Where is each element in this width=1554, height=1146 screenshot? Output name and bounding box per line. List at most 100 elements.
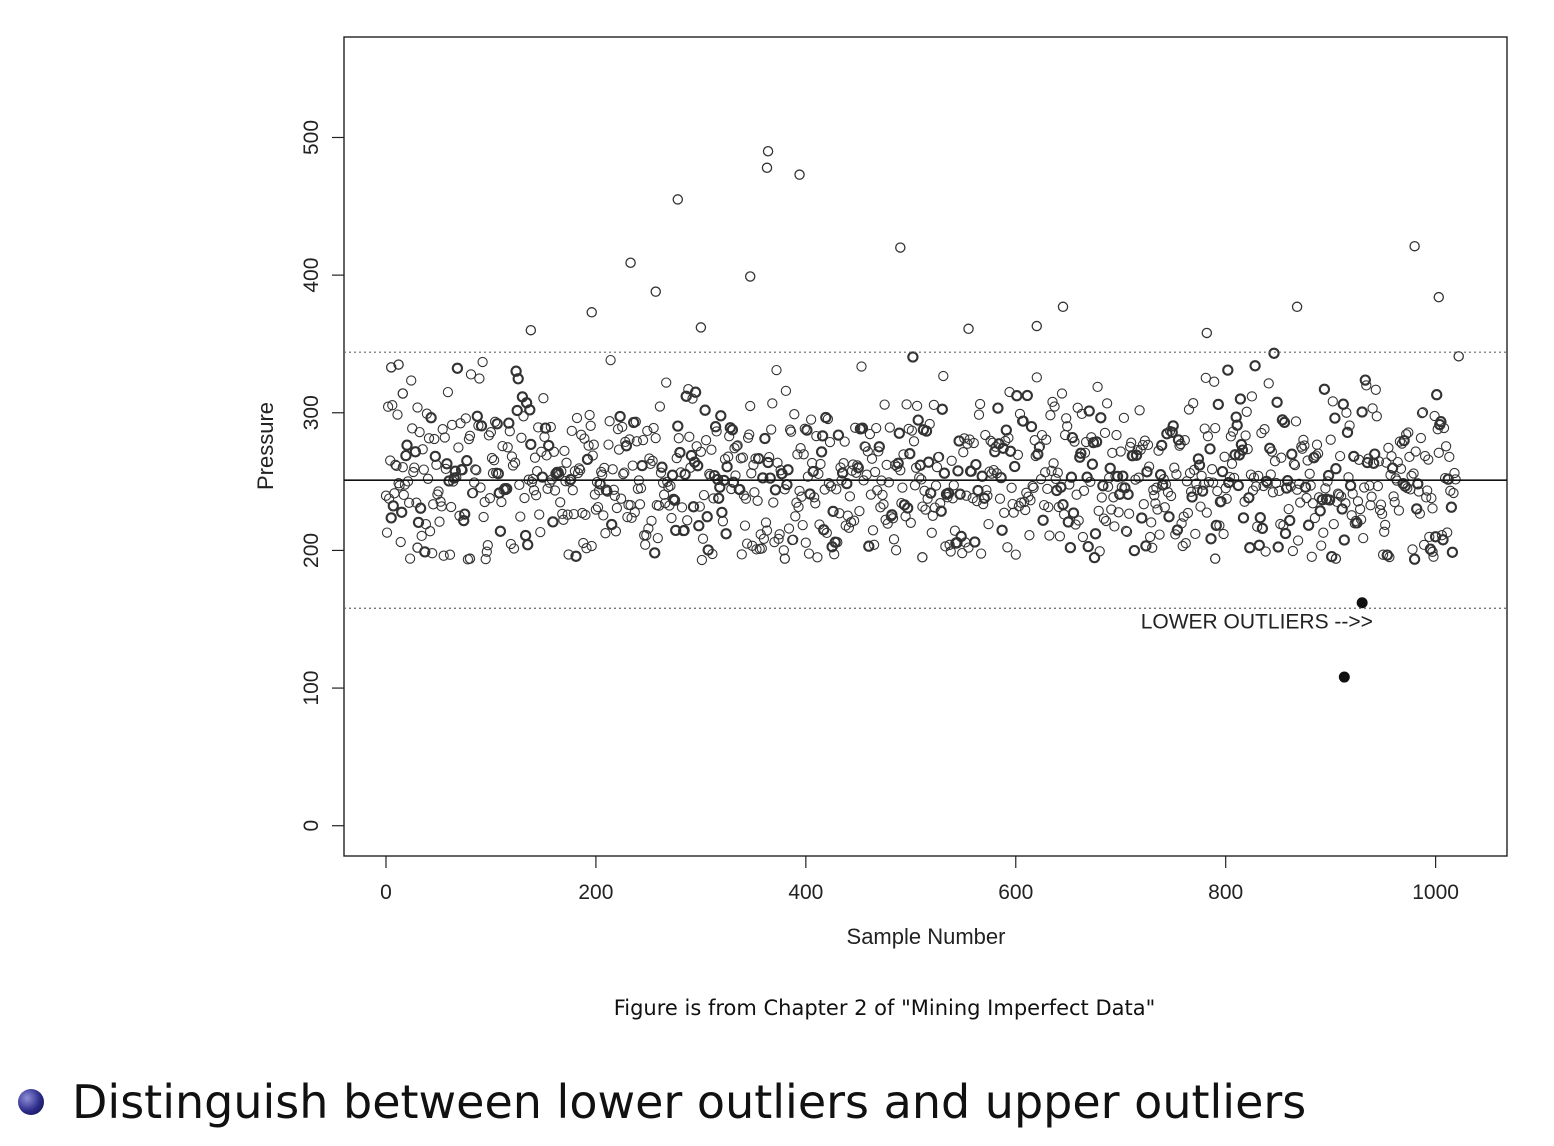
data-point — [869, 466, 881, 478]
data-point — [732, 440, 743, 451]
data-point — [1212, 398, 1224, 411]
data-point — [961, 490, 972, 501]
data-point — [766, 424, 777, 435]
data-point — [617, 421, 628, 433]
data-point — [453, 442, 464, 453]
data-point — [534, 509, 545, 520]
data-point — [873, 446, 884, 457]
data-point — [429, 433, 440, 445]
data-point — [1262, 478, 1273, 489]
data-point — [412, 516, 425, 529]
data-point — [931, 461, 943, 473]
data-point — [497, 440, 508, 452]
data-point — [570, 550, 582, 562]
data-point — [1373, 456, 1385, 467]
data-point — [1098, 513, 1110, 524]
data-point — [995, 471, 1007, 484]
data-point — [1312, 448, 1324, 459]
data-point — [607, 464, 618, 475]
data-point — [622, 511, 633, 523]
data-point — [757, 472, 769, 484]
data-point — [398, 489, 409, 501]
data-point — [823, 478, 835, 489]
data-point — [494, 525, 507, 537]
data-point — [922, 456, 935, 468]
data-point — [438, 550, 449, 561]
data-point — [788, 534, 799, 545]
data-point — [666, 512, 677, 524]
data-point — [646, 515, 657, 527]
data-point — [1073, 515, 1084, 526]
data-point — [1094, 546, 1105, 557]
data-point — [575, 464, 586, 476]
data-point — [1260, 546, 1271, 557]
data-point — [1438, 422, 1450, 434]
y-tick-label: 0 — [300, 820, 323, 832]
data-point — [1192, 484, 1203, 496]
data-point — [1256, 427, 1267, 439]
data-point — [465, 369, 477, 380]
data-point — [1069, 436, 1080, 447]
data-point — [873, 441, 885, 453]
data-point — [1113, 507, 1124, 518]
data-point — [798, 449, 809, 460]
data-point — [1250, 481, 1262, 492]
data-point — [1188, 398, 1199, 409]
data-point — [1097, 480, 1109, 492]
data-point — [800, 537, 811, 548]
data-point — [958, 447, 969, 458]
data-point — [736, 549, 747, 560]
data-point — [585, 420, 596, 431]
data-point — [417, 444, 428, 455]
data-point — [477, 356, 488, 368]
data-point — [519, 492, 530, 504]
data-point — [1299, 440, 1310, 451]
data-point — [1410, 446, 1421, 457]
data-point — [1276, 452, 1287, 463]
data-point — [1271, 396, 1283, 408]
data-point — [470, 464, 481, 475]
data-point — [1231, 419, 1243, 431]
data-point — [779, 553, 791, 564]
data-point — [1424, 531, 1435, 543]
data-point — [1057, 301, 1069, 313]
data-point — [815, 458, 826, 470]
data-point — [416, 530, 427, 542]
data-point — [1079, 447, 1091, 458]
data-point — [1245, 469, 1257, 480]
data-point — [1341, 426, 1354, 439]
data-point — [630, 416, 641, 427]
data-point — [744, 429, 755, 440]
data-point — [412, 402, 423, 413]
data-point — [457, 464, 468, 476]
data-point — [1093, 505, 1104, 517]
data-point — [1121, 526, 1133, 537]
data-point — [1236, 444, 1249, 456]
data-point — [840, 520, 851, 531]
data-point — [1086, 458, 1099, 470]
data-point — [1372, 480, 1384, 492]
data-point — [1242, 443, 1253, 455]
data-point — [890, 545, 902, 556]
y-tick-label: 200 — [300, 533, 323, 568]
data-point — [1049, 401, 1060, 412]
data-point — [1301, 492, 1312, 504]
bullet-item: Distinguish between lower outliers and u… — [18, 1075, 1306, 1129]
data-point — [1416, 407, 1428, 419]
data-point — [474, 373, 485, 384]
data-point — [720, 528, 732, 540]
data-point — [665, 480, 676, 492]
data-point — [649, 547, 661, 559]
data-point — [536, 471, 549, 483]
data-point — [887, 513, 899, 524]
data-point — [471, 410, 483, 422]
data-point — [519, 529, 532, 542]
data-point — [815, 446, 828, 458]
data-point — [938, 467, 951, 479]
data-point — [783, 523, 795, 534]
data-point — [975, 548, 987, 559]
data-point — [816, 430, 829, 442]
data-point — [414, 426, 425, 438]
data-point — [1201, 327, 1213, 339]
data-point — [605, 354, 616, 366]
